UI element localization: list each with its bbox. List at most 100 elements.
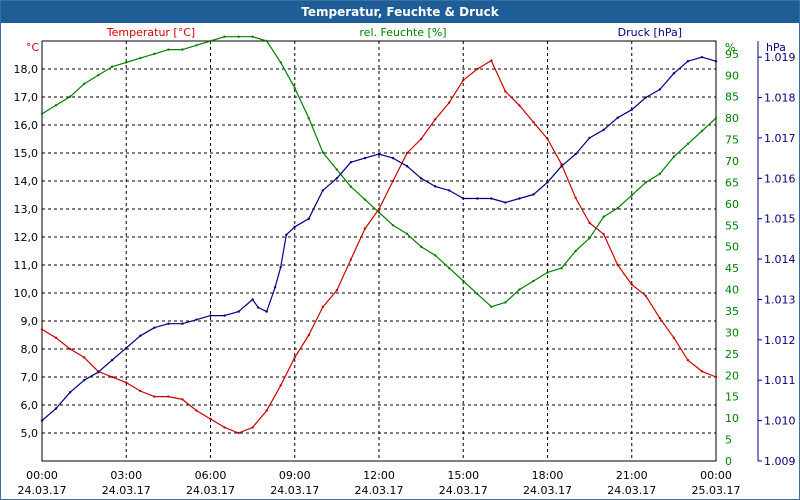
series-point-pressure	[672, 72, 676, 75]
y-tick-humidity: 95	[725, 48, 739, 61]
x-tick-date: 24.03.17	[523, 484, 572, 497]
series-point-pressure	[209, 314, 212, 317]
series-point-pressure	[630, 108, 633, 111]
series-point-temperature	[363, 227, 367, 230]
series-point-temperature	[714, 375, 718, 379]
series-point-humidity	[321, 151, 325, 154]
series-point-pressure	[139, 334, 142, 338]
series-point-humidity	[293, 86, 296, 90]
series-point-humidity	[82, 82, 86, 86]
series-point-humidity	[391, 224, 395, 227]
series-point-humidity	[700, 129, 704, 133]
series-point-temperature	[40, 328, 44, 331]
series-point-pressure	[419, 177, 423, 180]
series-point-humidity	[490, 305, 493, 308]
series-point-humidity	[405, 232, 409, 236]
series-point-humidity	[167, 48, 170, 51]
y-tick-temperature: 8,0	[21, 343, 39, 356]
y-tick-humidity: 5	[725, 434, 732, 447]
y-tick-temperature: 7,0	[21, 371, 39, 384]
series-point-humidity	[40, 112, 44, 116]
series-point-humidity	[139, 56, 142, 60]
y-tick-temperature: 17,0	[14, 91, 39, 104]
series-point-humidity	[335, 168, 339, 171]
series-point-humidity	[125, 61, 128, 64]
y-tick-humidity: 75	[725, 134, 739, 147]
series-point-pressure	[279, 265, 282, 269]
series-point-temperature	[419, 137, 423, 141]
y-tick-temperature: 10,0	[14, 287, 39, 300]
series-point-pressure	[644, 96, 647, 99]
series-point-pressure	[532, 193, 535, 196]
series-point-temperature	[153, 395, 156, 398]
series-point-humidity	[54, 104, 58, 107]
y-tick-pressure: 1.013	[764, 293, 796, 306]
series-point-humidity	[672, 155, 676, 158]
series-line-pressure	[41, 56, 717, 422]
series-point-humidity	[377, 211, 381, 214]
humidity-axis-unit: %	[725, 41, 735, 54]
series-point-humidity	[644, 181, 647, 184]
series-point-humidity	[602, 215, 605, 218]
series-point-temperature	[111, 375, 114, 379]
series-point-pressure	[405, 164, 409, 168]
y-tick-humidity: 65	[725, 176, 739, 189]
y-tick-humidity: 20	[725, 369, 739, 382]
series-point-humidity	[195, 44, 198, 47]
series-point-humidity	[209, 39, 212, 43]
x-tick-date: 24.03.17	[18, 484, 67, 497]
series-point-temperature	[335, 289, 339, 292]
series-point-temperature	[237, 431, 240, 435]
series-point-pressure	[257, 306, 260, 309]
y-tick-temperature: 11,0	[14, 259, 39, 272]
series-point-pressure	[321, 189, 325, 192]
series-point-temperature	[490, 59, 493, 62]
x-tick-date: 24.03.17	[439, 484, 488, 497]
series-point-pressure	[560, 164, 563, 168]
series-point-pressure	[518, 197, 521, 200]
series-point-temperature	[181, 398, 184, 401]
series-point-temperature	[405, 151, 409, 155]
y-tick-humidity: 80	[725, 112, 739, 125]
y-tick-humidity: 45	[725, 262, 739, 275]
series-point-pressure	[349, 160, 353, 164]
series-point-temperature	[167, 395, 170, 398]
series-point-pressure	[181, 322, 184, 325]
series-point-pressure	[462, 197, 465, 200]
x-tick-time: 21:00	[616, 469, 648, 482]
series-point-humidity	[560, 266, 563, 270]
series-point-pressure	[335, 177, 339, 180]
y-tick-pressure: 1.010	[764, 415, 796, 428]
x-tick-date: 24.03.17	[355, 484, 404, 497]
x-tick-time: 00:00	[26, 469, 58, 482]
series-point-pressure	[546, 181, 549, 184]
x-tick-time: 15:00	[447, 469, 479, 482]
y-tick-humidity: 10	[725, 412, 739, 425]
series-point-pressure	[68, 391, 72, 394]
y-tick-temperature: 16,0	[14, 119, 39, 132]
series-point-temperature	[433, 118, 437, 121]
series-point-pressure	[285, 233, 288, 237]
series-point-pressure	[377, 152, 381, 156]
series-point-temperature	[448, 101, 451, 104]
series-point-temperature	[125, 381, 128, 384]
series-point-pressure	[490, 197, 493, 200]
series-point-humidity	[153, 52, 156, 56]
series-point-temperature	[504, 90, 507, 93]
series-point-pressure	[658, 88, 662, 91]
series-point-humidity	[658, 172, 662, 176]
series-point-pressure	[448, 189, 451, 192]
series-point-humidity	[279, 61, 282, 64]
series-point-pressure	[293, 225, 296, 228]
series-point-temperature	[223, 426, 226, 429]
y-tick-temperature: 18,0	[14, 63, 39, 76]
series-point-temperature	[630, 283, 633, 286]
series-point-humidity	[686, 142, 690, 146]
series-point-humidity	[462, 279, 465, 283]
series-point-temperature	[377, 207, 381, 211]
series-point-pressure	[476, 197, 479, 200]
y-tick-pressure: 1.017	[764, 132, 796, 145]
series-point-humidity	[68, 95, 72, 98]
legend-humidity: rel. Feuchte [%]	[359, 26, 446, 39]
